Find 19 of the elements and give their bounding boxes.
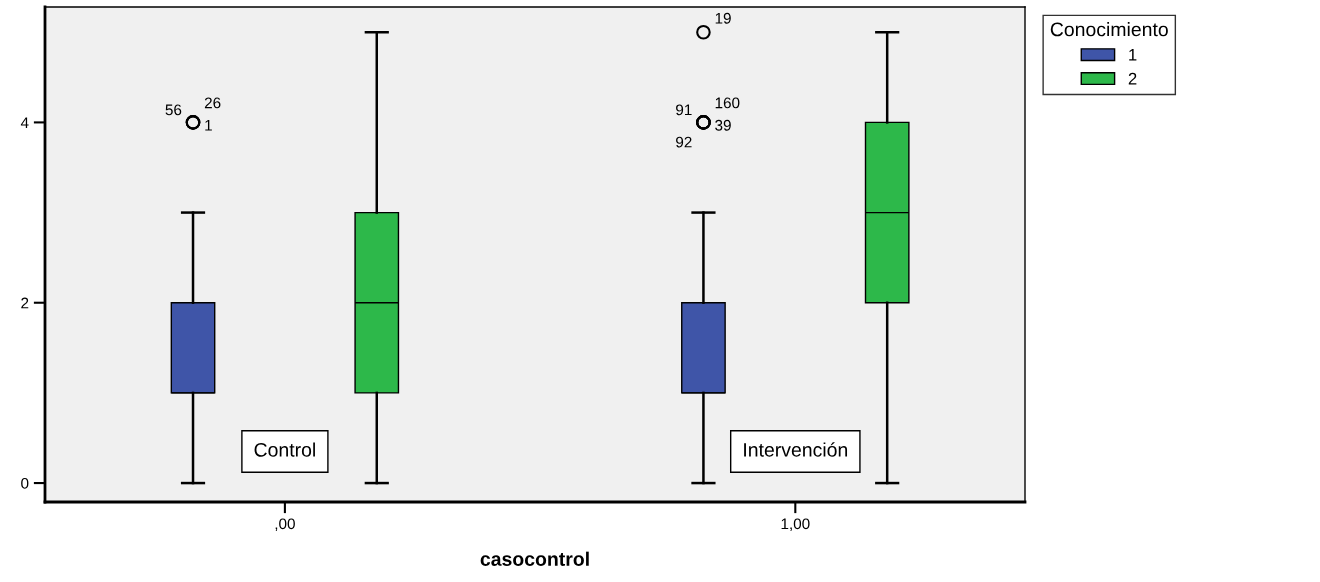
legend-label: 2	[1128, 72, 1137, 85]
x-axis-title: casocontrol	[480, 551, 589, 566]
annotation: 91	[676, 104, 692, 116]
annotation: Control	[254, 442, 315, 457]
annotation: 160	[715, 97, 740, 109]
y-tick-label: 0	[21, 477, 29, 489]
y-tick-label: 2	[21, 297, 29, 309]
annotation: 19	[715, 12, 731, 24]
x-tick-label: 1,00	[781, 518, 810, 531]
legend-title: Conocimiento	[1050, 22, 1168, 37]
annotation: 56	[165, 104, 182, 116]
annotation: 26	[204, 97, 221, 109]
x-tick-label: ,00	[275, 518, 295, 531]
annotation: 92	[676, 136, 692, 148]
annotation: 39	[715, 119, 731, 131]
annotation: Intervención	[744, 442, 848, 457]
legend-label: 1	[1129, 49, 1137, 61]
y-tick-label: 4	[20, 117, 29, 128]
annotation: 1	[205, 120, 212, 131]
